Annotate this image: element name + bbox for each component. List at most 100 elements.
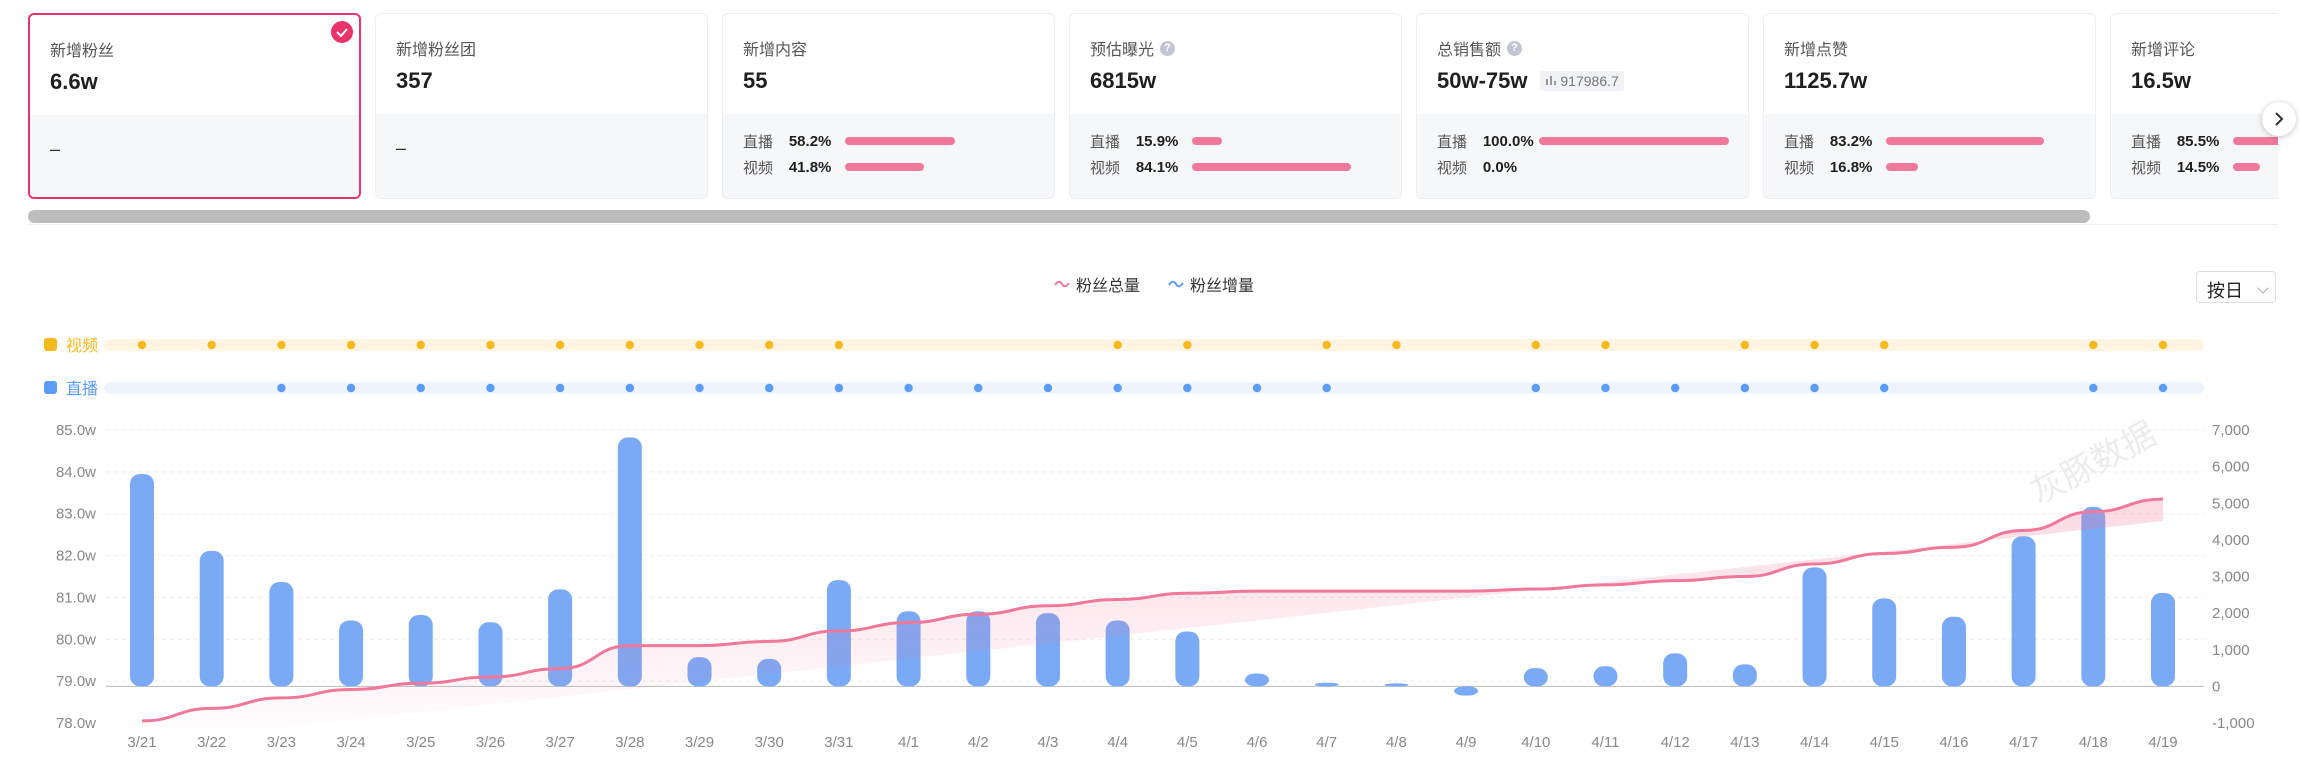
- split-label: 视频: [743, 159, 774, 177]
- split-row: 视频 14.5%: [2131, 154, 2278, 180]
- left-tick-label: 80.0w: [56, 631, 96, 648]
- granularity-select[interactable]: 按日: [2196, 271, 2276, 303]
- card-label-text: 预估曝光: [1090, 42, 1155, 59]
- right-tick-label: 6,000: [2212, 459, 2250, 476]
- card-value-text: 6815w: [1090, 68, 1157, 93]
- split-label: 视频: [1784, 159, 1815, 177]
- card-label-text: 总销售额: [1437, 42, 1502, 59]
- track-dot: [137, 340, 147, 350]
- card-label: 预估曝光?: [1090, 36, 1381, 60]
- right-tick-label: -1,000: [2212, 715, 2255, 732]
- split-label: 直播: [743, 133, 774, 151]
- metric-card[interactable]: 新增评论 16.5w 直播 85.5% 视频 14.5%: [2110, 13, 2278, 199]
- metric-card[interactable]: 新增粉丝 6.6w –: [28, 13, 361, 199]
- track-dot: [695, 340, 704, 350]
- help-icon[interactable]: ?: [1507, 40, 1523, 56]
- x-tick-label: 3/21: [127, 734, 156, 751]
- x-tick-label: 3/27: [546, 734, 575, 751]
- split-percent: 83.2%: [1829, 132, 1873, 150]
- track-dot: [346, 340, 356, 350]
- track-dot: [2089, 383, 2098, 393]
- metric-card[interactable]: 新增点赞 1125.7w 直播 83.2% 视频 16.8%: [1763, 13, 2096, 199]
- left-tick-label: 81.0w: [56, 589, 96, 606]
- x-tick-label: 3/24: [336, 734, 365, 751]
- track-dot: [555, 383, 565, 393]
- x-tick-label: 3/22: [197, 734, 226, 751]
- scrollbar-thumb[interactable]: [28, 210, 2090, 223]
- split-percent: 100.0%: [1482, 132, 1534, 150]
- card-value: 1125.7w: [1784, 68, 2075, 94]
- bar: [1105, 620, 1130, 687]
- right-tick-label: 5,000: [2212, 495, 2250, 512]
- bar: [2081, 506, 2106, 687]
- track-dot: [1740, 340, 1750, 350]
- x-tick-label: 3/28: [615, 734, 644, 751]
- card-breakdown: –: [30, 115, 359, 197]
- split-percent: 85.5%: [2176, 132, 2220, 150]
- split-track: [1191, 163, 1381, 171]
- bar: [1175, 631, 1200, 687]
- card-value-text: 1125.7w: [1784, 68, 1868, 93]
- x-tick-label: 4/1: [898, 734, 919, 751]
- x-tick-label: 4/10: [1521, 734, 1550, 751]
- track-dot: [207, 340, 216, 350]
- card-value: 6815w: [1090, 68, 1381, 94]
- card-value-text: 16.5w: [2131, 68, 2191, 93]
- right-tick-label: 4,000: [2212, 532, 2250, 549]
- track-dot: [1531, 383, 1540, 393]
- horizontal-scrollbar[interactable]: [28, 208, 2278, 225]
- track-dot: [1740, 383, 1750, 393]
- track-dot: [904, 383, 913, 393]
- track-label: 视频: [66, 337, 98, 355]
- split-label: 视频: [1437, 159, 1468, 177]
- bar: [617, 437, 642, 687]
- legend-item-total[interactable]: 粉丝总量: [1054, 272, 1140, 296]
- wave-icon: [1054, 280, 1070, 288]
- card-value-text: 357: [396, 68, 433, 93]
- bar: [1593, 666, 1618, 687]
- next-arrow-button[interactable]: [2262, 102, 2296, 136]
- card-header: 预估曝光? 6815w: [1070, 14, 1401, 114]
- metric-card[interactable]: 总销售额? 50w-75w 917986.7 直播 100.0% 视频 0.0%: [1416, 13, 1749, 199]
- track-dot: [1113, 340, 1122, 350]
- split-percent: 58.2%: [788, 132, 832, 150]
- right-tick-label: 2,000: [2212, 605, 2250, 622]
- track-dot: [1670, 383, 1680, 393]
- left-tick-label: 84.0w: [56, 464, 96, 481]
- metric-card[interactable]: 预估曝光? 6815w 直播 15.9% 视频 84.1%: [1069, 13, 1402, 199]
- help-icon[interactable]: ?: [1160, 40, 1176, 56]
- bar: [199, 550, 224, 687]
- legend-label-increment: 粉丝增量: [1190, 278, 1255, 295]
- x-tick-label: 4/3: [1038, 734, 1059, 751]
- track-dot: [834, 340, 844, 350]
- track-dot: [2089, 340, 2098, 350]
- track-dot: [486, 383, 495, 393]
- card-value-text: 55: [743, 68, 768, 93]
- track-dot: [1810, 383, 1819, 393]
- x-tick-label: 4/11: [1591, 734, 1619, 751]
- split-bar: [1191, 137, 1222, 145]
- track-label: 直播: [66, 380, 98, 398]
- split-percent: 41.8%: [788, 158, 832, 176]
- bar: [130, 473, 154, 687]
- split-track: [2232, 163, 2278, 171]
- bar: [1872, 598, 1897, 687]
- bar: [408, 614, 433, 687]
- track-dot: [2158, 383, 2168, 393]
- bar: [1941, 616, 1966, 687]
- track-dot: [2158, 340, 2168, 350]
- sales-badge-text: 917986.7: [1560, 73, 1619, 89]
- metric-card[interactable]: 新增内容 55 直播 58.2% 视频 41.8%: [722, 13, 1055, 199]
- track-dot: [625, 340, 635, 350]
- card-label: 新增内容: [743, 36, 1034, 60]
- split-bar: [844, 137, 956, 145]
- split-label: 视频: [2131, 159, 2162, 177]
- card-value-text: 6.6w: [50, 69, 98, 94]
- card-value: 55: [743, 68, 1034, 94]
- card-value: 50w-75w 917986.7: [1437, 68, 1728, 94]
- card-label-text: 新增内容: [743, 42, 808, 59]
- x-tick-label: 4/16: [1939, 734, 1968, 751]
- legend-item-increment[interactable]: 粉丝增量: [1168, 272, 1254, 296]
- bar-chart-icon: [1545, 76, 1556, 85]
- metric-card[interactable]: 新增粉丝团 357 –: [375, 13, 708, 199]
